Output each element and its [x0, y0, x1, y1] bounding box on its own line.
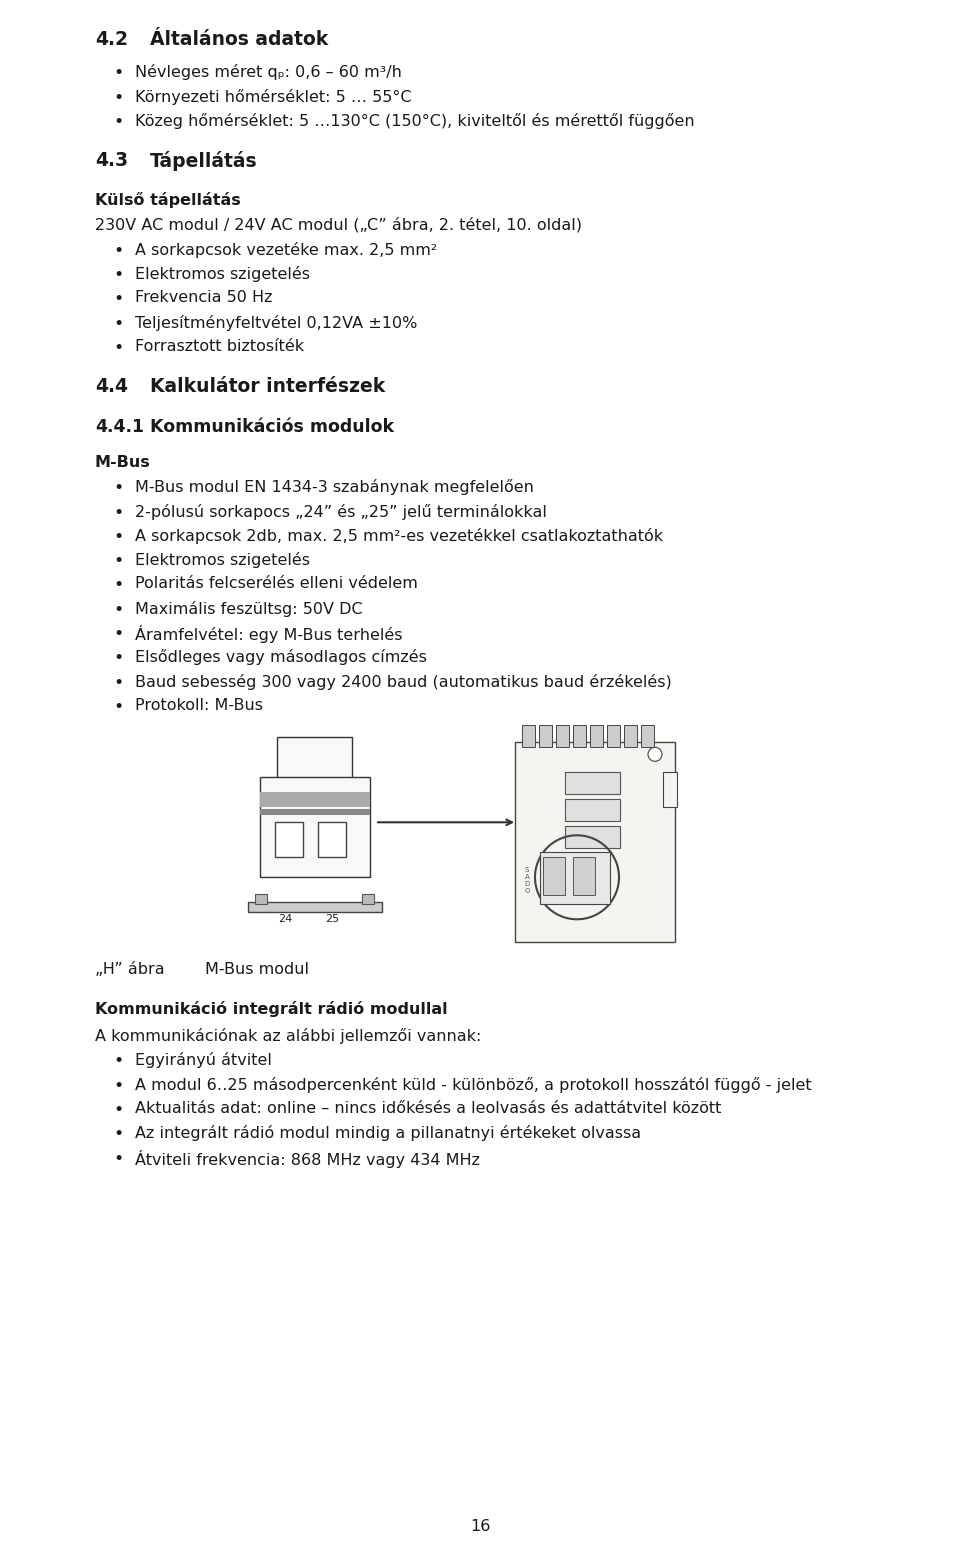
Text: A kommunikációnak az alábbi jellemzői vannak:: A kommunikációnak az alábbi jellemzői va…	[95, 1027, 481, 1044]
Text: S
A
D
O: S A D O	[524, 867, 530, 894]
Bar	[624, 726, 637, 747]
Bar	[255, 894, 267, 904]
Text: •: •	[113, 339, 123, 357]
Text: Frekvencia 50 Hz: Frekvencia 50 Hz	[135, 291, 273, 305]
Text: •: •	[113, 528, 123, 545]
Text: A sorkapcsok 2db, max. 2,5 mm²-es vezetékkel csatlakoztathatók: A sorkapcsok 2db, max. 2,5 mm²-es vezeté…	[135, 528, 663, 544]
Text: Kommunikáció integrált rádió modullal: Kommunikáció integrált rádió modullal	[95, 1001, 447, 1016]
Bar	[362, 894, 374, 904]
Text: A modul 6‥25 másodpercenként küld - különböző, a protokoll hosszától függő - jel: A modul 6‥25 másodpercenként küld - külö…	[135, 1077, 811, 1092]
Text: Közeg hőmérséklet: 5 …130°C (150°C), kiviteltől és mérettől függően: Közeg hőmérséklet: 5 …130°C (150°C), kiv…	[135, 113, 695, 129]
Bar	[590, 726, 603, 747]
Text: •: •	[113, 1052, 123, 1071]
Bar	[318, 822, 346, 858]
Text: •: •	[113, 552, 123, 570]
Bar	[565, 772, 620, 794]
Text: „H” ábra: „H” ábra	[95, 962, 164, 977]
Text: •: •	[113, 65, 123, 82]
Text: •: •	[113, 89, 123, 107]
Text: •: •	[113, 601, 123, 618]
Text: Átviteli frekvencia: 868 MHz vagy 434 MHz: Átviteli frekvencia: 868 MHz vagy 434 MH…	[135, 1150, 480, 1167]
Text: •: •	[113, 1150, 123, 1167]
Text: Az integrált rádió modul mindig a pillanatnyi értékeket olvassa: Az integrált rádió modul mindig a pillan…	[135, 1125, 641, 1141]
Circle shape	[648, 747, 662, 761]
Text: Elsődleges vagy másodlagos címzés: Elsődleges vagy másodlagos címzés	[135, 650, 427, 665]
Bar	[565, 799, 620, 822]
Text: 16: 16	[469, 1518, 491, 1534]
Bar	[573, 858, 595, 895]
Text: •: •	[113, 698, 123, 716]
Text: Teljesítményfeltvétel 0,12VA ±10%: Teljesítményfeltvétel 0,12VA ±10%	[135, 314, 418, 331]
Text: •: •	[113, 1125, 123, 1144]
Bar	[565, 827, 620, 848]
Text: •: •	[113, 577, 123, 595]
Text: M-Bus: M-Bus	[95, 455, 151, 469]
Text: •: •	[113, 1100, 123, 1119]
Text: •: •	[113, 479, 123, 497]
Text: •: •	[113, 291, 123, 308]
Bar	[248, 903, 382, 912]
Bar	[275, 822, 303, 858]
Text: Általános adatok: Általános adatok	[150, 30, 328, 50]
Bar	[641, 726, 654, 747]
Text: Tápellátás: Tápellátás	[150, 151, 257, 171]
Text: •: •	[113, 314, 123, 333]
Text: 25: 25	[324, 914, 339, 925]
Text: •: •	[113, 625, 123, 643]
Text: Polaritás felcserélés elleni védelem: Polaritás felcserélés elleni védelem	[135, 577, 418, 592]
Text: Egyirányú átvitel: Egyirányú átvitel	[135, 1052, 272, 1068]
Bar	[543, 858, 565, 895]
Text: •: •	[113, 242, 123, 260]
Text: 4.4: 4.4	[95, 376, 128, 396]
Text: Áramfelvétel: egy M-Bus terhelés: Áramfelvétel: egy M-Bus terhelés	[135, 625, 402, 643]
Text: 4.4.1: 4.4.1	[95, 418, 144, 437]
Text: •: •	[113, 503, 123, 522]
Text: 230V AC modul / 24V AC modul („C” ábra, 2. tétel, 10. oldal): 230V AC modul / 24V AC modul („C” ábra, …	[95, 218, 582, 233]
Text: A sorkapcsok vezetéke max. 2,5 mm²: A sorkapcsok vezetéke max. 2,5 mm²	[135, 242, 437, 258]
Text: Külső tápellátás: Külső tápellátás	[95, 193, 241, 208]
Text: 24: 24	[277, 914, 292, 925]
Text: Aktualitás adat: online – nincs időkésés a leolvasás és adattátvitel között: Aktualitás adat: online – nincs időkésés…	[135, 1100, 721, 1116]
Text: Baud sebesség 300 vagy 2400 baud (automatikus baud érzékelés): Baud sebesség 300 vagy 2400 baud (automa…	[135, 674, 672, 690]
Bar	[663, 772, 677, 807]
Text: Maximális feszültsg: 50V DC: Maximális feszültsg: 50V DC	[135, 601, 363, 617]
Text: •: •	[113, 113, 123, 131]
Text: 4.3: 4.3	[95, 151, 128, 169]
FancyBboxPatch shape	[277, 737, 352, 782]
Bar	[522, 726, 535, 747]
Text: Elektromos szigetelés: Elektromos szigetelés	[135, 552, 310, 569]
Text: Kalkulátor interfészek: Kalkulátor interfészek	[150, 376, 385, 396]
Text: 4.2: 4.2	[95, 30, 128, 50]
Text: 2-pólusú sorkapocs „24” és „25” jelű terminálokkal: 2-pólusú sorkapocs „24” és „25” jelű ter…	[135, 503, 547, 519]
Text: Protokoll: M-Bus: Protokoll: M-Bus	[135, 698, 263, 713]
Bar	[556, 726, 569, 747]
Text: •: •	[113, 266, 123, 284]
Bar	[573, 726, 586, 747]
Text: Névleges méret qₚ: 0,6 – 60 m³/h: Névleges méret qₚ: 0,6 – 60 m³/h	[135, 65, 402, 81]
Text: •: •	[113, 650, 123, 667]
Text: Kommunikációs modulok: Kommunikációs modulok	[150, 418, 394, 437]
Bar	[539, 726, 552, 747]
Bar	[260, 793, 370, 807]
Text: M-Bus modul: M-Bus modul	[205, 962, 309, 977]
Bar	[260, 810, 370, 816]
Bar	[540, 852, 610, 904]
Bar	[607, 726, 620, 747]
Text: Forrasztott biztosíték: Forrasztott biztosíték	[135, 339, 304, 354]
Text: •: •	[113, 674, 123, 692]
Text: Környezeti hőmérséklet: 5 … 55°C: Környezeti hőmérséklet: 5 … 55°C	[135, 89, 412, 104]
Text: •: •	[113, 1077, 123, 1094]
Bar	[260, 777, 370, 878]
Bar	[515, 743, 675, 942]
Text: Elektromos szigetelés: Elektromos szigetelés	[135, 266, 310, 281]
Text: M-Bus modul EN 1434-3 szabánynak megfelelően: M-Bus modul EN 1434-3 szabánynak megfele…	[135, 479, 534, 496]
